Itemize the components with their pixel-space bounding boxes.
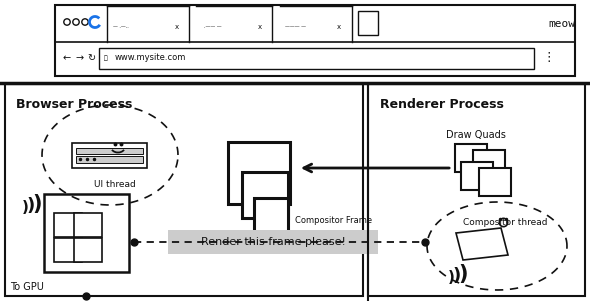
Text: Draw Quads: Draw Quads [446, 130, 506, 140]
Text: .—— —: .—— — [204, 24, 222, 29]
FancyBboxPatch shape [168, 230, 378, 254]
Text: ←: ← [63, 53, 71, 63]
Text: ): ) [453, 267, 461, 285]
FancyBboxPatch shape [242, 172, 288, 218]
Text: ↻: ↻ [87, 53, 95, 63]
FancyBboxPatch shape [44, 194, 129, 272]
FancyBboxPatch shape [455, 144, 487, 172]
Text: Renderer Process: Renderer Process [380, 98, 504, 111]
FancyBboxPatch shape [479, 168, 511, 196]
Text: www.mysite.com: www.mysite.com [115, 54, 186, 63]
FancyBboxPatch shape [76, 148, 143, 154]
FancyBboxPatch shape [54, 238, 82, 262]
FancyBboxPatch shape [74, 213, 102, 237]
FancyBboxPatch shape [461, 162, 493, 190]
FancyBboxPatch shape [358, 11, 378, 35]
FancyBboxPatch shape [368, 84, 585, 296]
Polygon shape [456, 228, 508, 260]
Text: Render this frame please!: Render this frame please! [201, 237, 345, 247]
Text: ): ) [448, 271, 455, 286]
Text: →: → [75, 53, 83, 63]
FancyBboxPatch shape [228, 142, 290, 204]
Text: ): ) [32, 194, 41, 214]
Text: UI thread: UI thread [94, 180, 136, 189]
FancyBboxPatch shape [72, 143, 147, 168]
FancyBboxPatch shape [74, 238, 102, 262]
Text: ——— —: ——— — [285, 24, 306, 29]
Text: ): ) [458, 264, 467, 284]
Text: ): ) [27, 197, 35, 215]
Text: ): ) [22, 200, 29, 216]
FancyBboxPatch shape [76, 156, 143, 163]
FancyBboxPatch shape [254, 198, 288, 232]
Text: x: x [258, 24, 262, 30]
Text: ⋮: ⋮ [542, 51, 555, 64]
Text: meow: meow [548, 19, 575, 29]
Text: x: x [337, 24, 341, 30]
FancyBboxPatch shape [55, 5, 575, 76]
Text: Browser Process: Browser Process [16, 98, 132, 111]
FancyBboxPatch shape [54, 213, 82, 237]
Text: 🔒: 🔒 [104, 55, 108, 61]
Text: To GPU: To GPU [10, 282, 44, 292]
Text: Compositor Frame: Compositor Frame [295, 216, 372, 225]
Text: Compositor thread: Compositor thread [463, 218, 548, 227]
Text: x: x [175, 24, 179, 30]
Text: — .—..: — .—.. [113, 24, 129, 29]
FancyBboxPatch shape [5, 84, 363, 296]
FancyBboxPatch shape [99, 48, 534, 69]
FancyBboxPatch shape [473, 150, 505, 178]
